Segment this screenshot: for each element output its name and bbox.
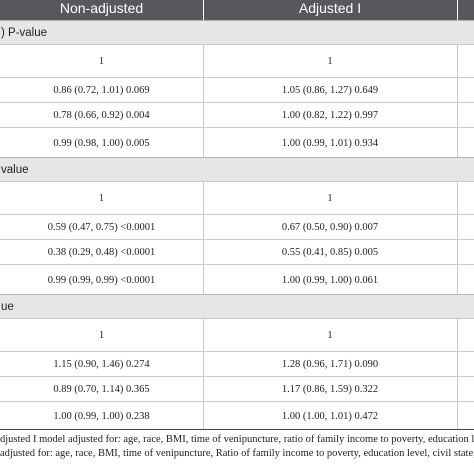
table-cell: 0.67 (0.50, 0.90) 0.007 bbox=[281, 222, 379, 233]
table-row: 0.99 (0.99, 0.99) <0.0001 1.00 (0.99, 1.… bbox=[0, 264, 474, 295]
table-header: Non-adjusted Adjusted I bbox=[0, 0, 474, 20]
table-cell: 1 bbox=[327, 56, 333, 67]
table-cell: 1 bbox=[98, 56, 105, 67]
table-row: 1 1 bbox=[0, 44, 474, 78]
section-header: ) P-value bbox=[0, 20, 474, 45]
column-divider bbox=[457, 377, 458, 402]
table-cell: 1 bbox=[327, 330, 333, 341]
column-divider bbox=[203, 319, 204, 352]
column-divider bbox=[203, 377, 204, 402]
column-divider bbox=[203, 215, 204, 240]
column-divider bbox=[457, 352, 458, 377]
section-title: ) P-value bbox=[1, 27, 48, 39]
table-row: 0.59 (0.47, 0.75) <0.0001 0.67 (0.50, 0.… bbox=[0, 214, 474, 240]
table-cell: 1.05 (0.86, 1.27) 0.649 bbox=[281, 85, 379, 96]
footnote: adjusted for: age, race, BMI, time of ve… bbox=[0, 448, 474, 459]
table-cell: 0.55 (0.41, 0.85) 0.005 bbox=[281, 247, 379, 258]
table-cell: 0.99 (0.99, 0.99) <0.0001 bbox=[47, 274, 156, 286]
table-row: 1.15 (0.90, 1.46) 0.274 1.28 (0.96, 1.71… bbox=[0, 351, 474, 377]
column-divider bbox=[457, 319, 458, 352]
column-divider bbox=[203, 240, 204, 265]
column-divider bbox=[203, 402, 204, 430]
table-footnotes: djusted I model adjusted for: age, race,… bbox=[0, 429, 474, 474]
table-cell: 0.38 (0.29, 0.48) <0.0001 bbox=[47, 247, 156, 258]
table-cell: 1 bbox=[327, 193, 333, 204]
column-divider bbox=[457, 128, 458, 158]
table-cell: 0.59 (0.47, 0.75) <0.0001 bbox=[47, 222, 156, 233]
column-divider bbox=[457, 182, 458, 215]
table-cell: 1.15 (0.90, 1.46) 0.274 bbox=[53, 359, 150, 370]
table-cell: 1.00 (0.99, 1.00) 0.238 bbox=[53, 410, 150, 422]
table-cell: 1.00 (0.82, 1.22) 0.997 bbox=[281, 110, 379, 121]
table-cell: 1.28 (0.96, 1.71) 0.090 bbox=[281, 359, 379, 370]
column-divider bbox=[457, 215, 458, 240]
column-divider bbox=[457, 103, 458, 128]
header-adjusted-i: Adjusted I bbox=[298, 0, 362, 16]
column-divider bbox=[203, 78, 204, 103]
table-cell: 1.00 (0.99, 1.01) 0.934 bbox=[281, 137, 379, 149]
section-header: value bbox=[0, 157, 474, 182]
column-divider bbox=[457, 45, 458, 78]
column-divider bbox=[203, 182, 204, 215]
table-cell: 1.00 (1.00, 1.01) 0.472 bbox=[281, 410, 379, 422]
table-cell: 0.89 (0.70, 1.14) 0.365 bbox=[53, 384, 150, 395]
header-divider bbox=[457, 0, 458, 20]
column-divider bbox=[457, 78, 458, 103]
column-divider bbox=[203, 45, 204, 78]
table-cell: 1 bbox=[98, 330, 105, 341]
column-divider bbox=[457, 265, 458, 295]
header-non-adjusted: Non-adjusted bbox=[59, 0, 144, 16]
column-divider bbox=[203, 265, 204, 295]
table-row: 0.86 (0.72, 1.01) 0.069 1.05 (0.86, 1.27… bbox=[0, 77, 474, 103]
table-cell: 0.99 (0.98, 1.00) 0.005 bbox=[53, 137, 150, 149]
column-divider bbox=[457, 402, 458, 430]
section-title: value bbox=[1, 164, 29, 176]
table-row: 1 1 bbox=[0, 318, 474, 352]
section-header: ue bbox=[0, 294, 474, 319]
table-cell: 1 bbox=[98, 193, 105, 204]
table-row: 0.99 (0.98, 1.00) 0.005 1.00 (0.99, 1.01… bbox=[0, 127, 474, 158]
column-divider bbox=[203, 352, 204, 377]
header-divider bbox=[203, 0, 204, 20]
column-divider bbox=[457, 240, 458, 265]
column-divider bbox=[203, 128, 204, 158]
table-cell: 0.86 (0.72, 1.01) 0.069 bbox=[53, 85, 150, 96]
table-cell: 1.00 (0.99, 1.00) 0.061 bbox=[281, 274, 379, 286]
table-row: 0.78 (0.66, 0.92) 0.004 1.00 (0.82, 1.22… bbox=[0, 102, 474, 128]
table-cell: 1.17 (0.86, 1.59) 0.322 bbox=[281, 384, 379, 395]
table-row: 0.89 (0.70, 1.14) 0.365 1.17 (0.86, 1.59… bbox=[0, 376, 474, 402]
column-divider bbox=[203, 103, 204, 128]
section-title: ue bbox=[1, 301, 14, 313]
table-row: 1.00 (0.99, 1.00) 0.238 1.00 (1.00, 1.01… bbox=[0, 401, 474, 430]
table-row: 1 1 bbox=[0, 181, 474, 215]
table-cell: 0.78 (0.66, 0.92) 0.004 bbox=[53, 110, 150, 121]
footnote: djusted I model adjusted for: age, race,… bbox=[0, 434, 474, 445]
table-row: 0.38 (0.29, 0.48) <0.0001 0.55 (0.41, 0.… bbox=[0, 239, 474, 265]
